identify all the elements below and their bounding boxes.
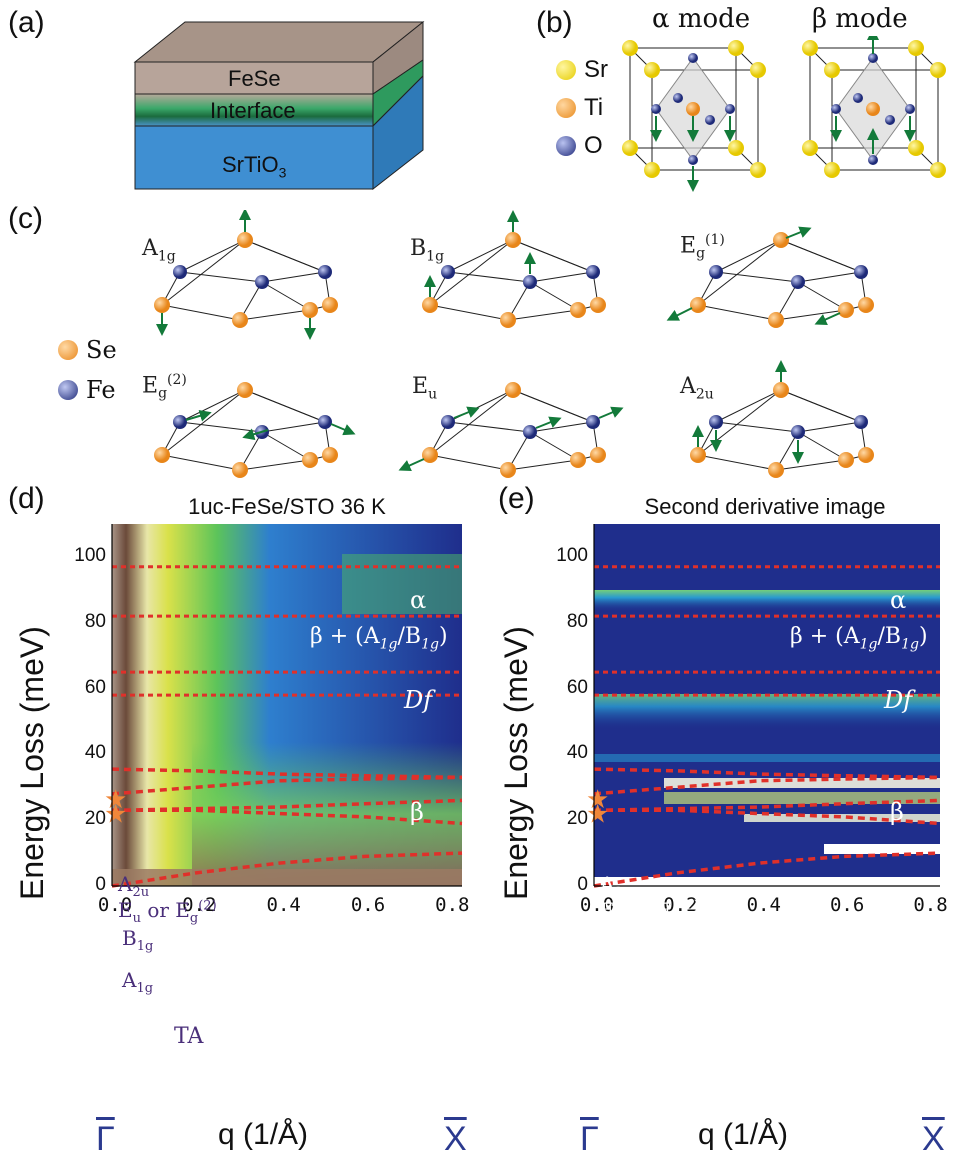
panel-d-ylabel: Energy Loss (meV) [14,626,50,900]
mode-label-a2u: A2u [680,374,714,403]
panel-e-beta-plus-label: β + (A1g/B1g) [790,624,928,653]
panel-d-dispersion-curve-2 [111,798,463,813]
panel-d-a1g-label: A1g [122,968,154,996]
layer-srtio3-label: SrTiO3 [222,152,287,181]
beta-mode-title: β mode [812,4,908,34]
panel-e-gamma-symbol: Γ [580,1120,599,1158]
panel-d-xtick-label: 0.0 [97,894,133,916]
panel-e-b1g-label: B1g [604,926,636,954]
panel-e-dispersion-curve-2 [593,798,941,813]
mode-label-a1g: A1g [142,236,176,265]
mode-label-b1g: B1g [410,236,445,265]
panel-d-beta-plus-label: β + (A1g/B1g) [310,624,448,653]
panel-e-ytick-label: 0 [577,874,588,895]
panel-d-ytick-label: 100 [74,544,106,566]
legend-se: Se [58,336,117,364]
o-atom-icon [556,136,576,156]
panel-e-xtick-label: 0.2 [663,894,698,916]
panel-d-beta-label: β [410,798,424,826]
panel-d-ta-label: TA [174,1024,204,1049]
panel-d-b1g-label: B1g [122,926,154,954]
panel-e-alpha-label: α [890,586,907,614]
panel-e-xtick-label: 0.0 [579,894,615,916]
panel-d-xtick-label: 0.2 [182,894,217,916]
legend-sr: Sr [556,56,608,84]
mode-label-eg2: Eg(2) [142,372,187,402]
panel-d-ytick-label: 0 [95,874,106,895]
panel-e-df-label: Df [884,686,913,714]
panel-b-label: (b) [536,6,573,39]
panel-e-x-symbol: X [922,1120,945,1158]
panel-d-xlabel: q (1/Å) [218,1118,309,1151]
panel-e-heatmap: ★★ [586,524,941,888]
legend-ti: Ti [556,94,603,122]
mode-label-eu: Eu [412,374,438,403]
panel-e-dispersion-curve-3 [593,775,941,796]
panel-d-dispersion-curve-4 [111,767,463,780]
legend-fe: Fe [58,376,116,404]
panel-e-ylabel: Energy Loss (meV) [498,626,534,900]
panel-e-ytick-label: 80 [566,610,588,632]
panel-e-dispersion-curve-0 [593,851,941,888]
panel-e-eg1-label: Eg(1) [604,998,646,1026]
panel-d-star-marker-1: ★ [104,799,127,829]
fese-phonon-mode-diagrams [154,210,874,478]
panel-d-eu-eg-label: Eu or Eg(2) [118,898,217,926]
panel-e-ytick-label: 100 [556,544,588,566]
legend-o: O [556,132,603,160]
perovskite-unit-cells [622,36,946,192]
panel-d-ytick-label: 20 [84,808,106,830]
panel-e-eu-eg-label: Eu or Eg(2) [600,898,699,926]
panel-d-heatmap: ★★ [104,524,463,888]
panel-e-a2u-label: A2u [600,872,632,900]
panel-e-star-marker-1: ★ [586,799,609,829]
panel-d-xtick-label: 0.4 [266,894,301,916]
panel-d-axes [111,524,462,887]
panel-e-title: Second derivative image [644,494,886,519]
panel-a-label: (a) [8,6,45,39]
alpha-mode-title: α mode [652,4,751,34]
panel-e-dispersion-curve-1 [594,808,941,826]
panel-d-df-label: Df [404,686,433,714]
layer-interface-label: Interface [210,98,296,123]
panel-c-label: (c) [8,202,43,235]
panel-e-star-marker-0: ★ [586,784,609,814]
heterostructure-diagram [133,20,425,191]
panel-d-dispersion-curve-1 [112,808,463,826]
panel-d-ytick-label: 80 [84,610,106,632]
panel-e-xlabel: q (1/Å) [698,1118,789,1151]
panel-e-axes [593,524,940,887]
panel-d-x-symbol: X [444,1120,467,1158]
sr-atom-icon [556,60,576,80]
fe-atom-icon [58,380,78,400]
panel-d-star-marker-0: ★ [104,784,127,814]
mode-label-eg1: Eg(1) [680,232,725,262]
panel-e-beta-label: β [890,798,904,826]
panel-d-dispersion-curve-0 [111,851,463,888]
layer-fese-label: FeSe [228,66,281,91]
panel-e-ytick-label: 60 [566,676,588,698]
panel-e-ytick-label: 40 [566,742,588,764]
panel-d-xtick-label: 0.6 [350,894,386,916]
panel-d-xtick-label: 0.8 [435,894,470,916]
panel-d-a2u-label: A2u [118,872,150,900]
panel-e-a1g-label: A1g [604,972,636,1000]
se-atom-icon [58,340,78,360]
panel-e-xtick-label: 0.4 [746,894,781,916]
panel-e-xtick-label: 0.6 [829,894,865,916]
panel-d-label: (d) [8,482,45,515]
panel-d-title: 1uc-FeSe/STO 36 K [188,494,386,519]
panel-d-ytick-label: 40 [84,742,106,764]
panel-e-dispersion-curve-4 [593,767,941,780]
panel-d-dispersion-curve-3 [111,775,463,796]
panel-e-label: (e) [498,482,535,515]
panel-d-ytick-label: 60 [84,676,106,698]
ti-atom-icon [556,98,576,118]
panel-e-ytick-label: 20 [566,808,588,830]
panel-e-ta-label: TA [776,1016,806,1041]
panel-e-xtick-label: 0.8 [913,894,948,916]
panel-d-alpha-label: α [410,586,427,614]
panel-d-gamma-symbol: Γ [96,1120,115,1158]
